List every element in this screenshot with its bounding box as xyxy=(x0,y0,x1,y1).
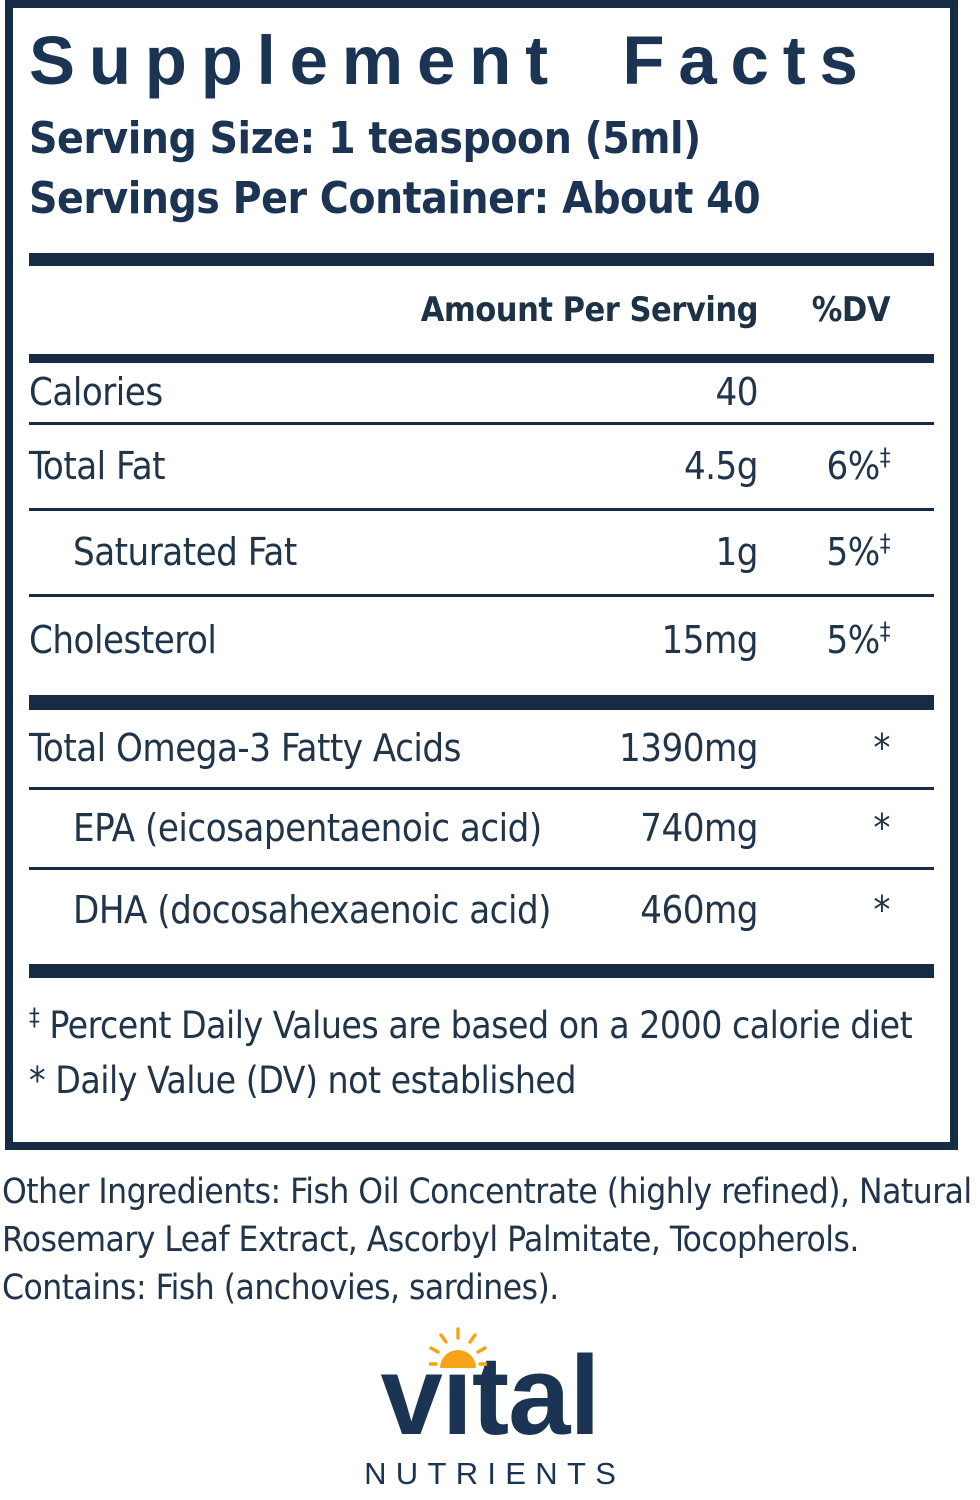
other-ingredients-section: Other Ingredients: Fish Oil Concentrate … xyxy=(2,1168,980,1312)
brand-logo: vital NUTRIENTS xyxy=(0,1327,980,1492)
thick-separator-bottom xyxy=(29,963,934,978)
dv-footnote-symbol: ‡ xyxy=(879,616,891,645)
nutrient-amount: 740mg xyxy=(640,806,758,851)
supplement-facts-panel: Supplement Facts Serving Size: 1 teaspoo… xyxy=(5,0,958,1150)
footnote-text: Percent Daily Values are based on a 2000… xyxy=(49,1003,913,1047)
nutrient-amount: 40 xyxy=(715,370,759,415)
thick-separator-top xyxy=(29,252,934,266)
nutrient-dv: * xyxy=(758,888,934,932)
dv-value: * xyxy=(873,887,890,932)
table-header-row: Amount Per Serving %DV xyxy=(29,266,934,354)
nutrient-amount: 4.5g xyxy=(683,444,759,489)
nutrient-dv: * xyxy=(758,726,934,770)
nutrient-name: Total Omega-3 Fatty Acids xyxy=(29,726,461,771)
nutrient-name: Cholesterol xyxy=(29,617,217,662)
brand-subtext: NUTRIENTS xyxy=(364,1456,626,1491)
nutrient-amount: 1390mg xyxy=(619,726,759,771)
nutrient-row-total-fat: Total Fat 4.5g 6%‡ xyxy=(29,425,934,511)
footnotes: ‡ Percent Daily Values are based on a 20… xyxy=(29,998,934,1108)
header-separator xyxy=(29,353,934,363)
dv-value: 5% xyxy=(826,530,880,575)
nutrient-name: Saturated Fat xyxy=(73,530,297,575)
nutrient-name: EPA (eicosapentaenoic acid) xyxy=(73,806,542,851)
nutrient-dv: 5%‡ xyxy=(758,530,934,574)
footnote-dagger-line: ‡ Percent Daily Values are based on a 20… xyxy=(29,998,934,1053)
nutrient-row-saturated-fat: Saturated Fat 1g 5%‡ xyxy=(29,511,934,597)
nutrient-amount: 15mg xyxy=(661,617,758,662)
nutrient-dv: 5%‡ xyxy=(758,618,934,662)
dv-footnote-symbol: ‡ xyxy=(879,529,891,558)
nutrient-row-cholesterol: Cholesterol 15mg 5%‡ xyxy=(29,597,934,683)
nutrient-row-total-omega3: Total Omega-3 Fatty Acids 1390mg * xyxy=(29,710,934,790)
footnote-asterisk-line: * Daily Value (DV) not established xyxy=(29,1053,934,1108)
dv-footnote-symbol: ‡ xyxy=(879,443,891,472)
double-dagger-symbol: ‡ xyxy=(29,1002,40,1031)
asterisk-symbol: * xyxy=(29,1058,46,1102)
other-ingredients-line-1: Other Ingredients: Fish Oil Concentrate … xyxy=(2,1172,980,1212)
nutrient-name: Calories xyxy=(29,370,163,415)
dv-value: 6% xyxy=(826,444,880,489)
thick-separator-mid xyxy=(29,694,934,710)
nutrient-amount: 460mg xyxy=(640,887,758,932)
other-ingredients-line-2: Rosemary Leaf Extract, Ascorbyl Palmitat… xyxy=(2,1220,859,1260)
sun-icon xyxy=(429,1327,488,1368)
amount-per-serving-header: Amount Per Serving xyxy=(420,289,759,330)
percent-dv-header: %DV xyxy=(811,289,891,330)
nutrient-row-dha: DHA (docosahexaenoic acid) 460mg * xyxy=(29,870,934,950)
contains-line: Contains: Fish (anchovies, sardines). xyxy=(2,1268,559,1308)
serving-info: Serving Size: 1 teaspoon (5ml) Servings … xyxy=(29,109,934,229)
brand-wordmark: vital xyxy=(380,1327,601,1458)
nutrient-name: Total Fat xyxy=(29,444,166,489)
nutrient-row-epa: EPA (eicosapentaenoic acid) 740mg * xyxy=(29,790,934,870)
dv-value: 5% xyxy=(826,617,880,662)
panel-title: Supplement Facts xyxy=(29,22,872,99)
nutrient-row-calories: Calories 40 xyxy=(29,363,934,425)
serving-size-line: Serving Size: 1 teaspoon (5ml) xyxy=(29,112,701,164)
nutrient-name: DHA (docosahexaenoic acid) xyxy=(73,887,552,932)
nutrient-dv: 6%‡ xyxy=(758,444,934,488)
nutrient-dv: * xyxy=(758,806,934,850)
footnote-text: Daily Value (DV) not established xyxy=(55,1058,577,1102)
brand-name: vital xyxy=(380,1333,600,1458)
nutrient-amount: 1g xyxy=(715,530,759,575)
servings-per-container-line: Servings Per Container: About 40 xyxy=(29,172,761,224)
dv-value: * xyxy=(873,726,890,771)
dv-value: * xyxy=(873,806,890,851)
